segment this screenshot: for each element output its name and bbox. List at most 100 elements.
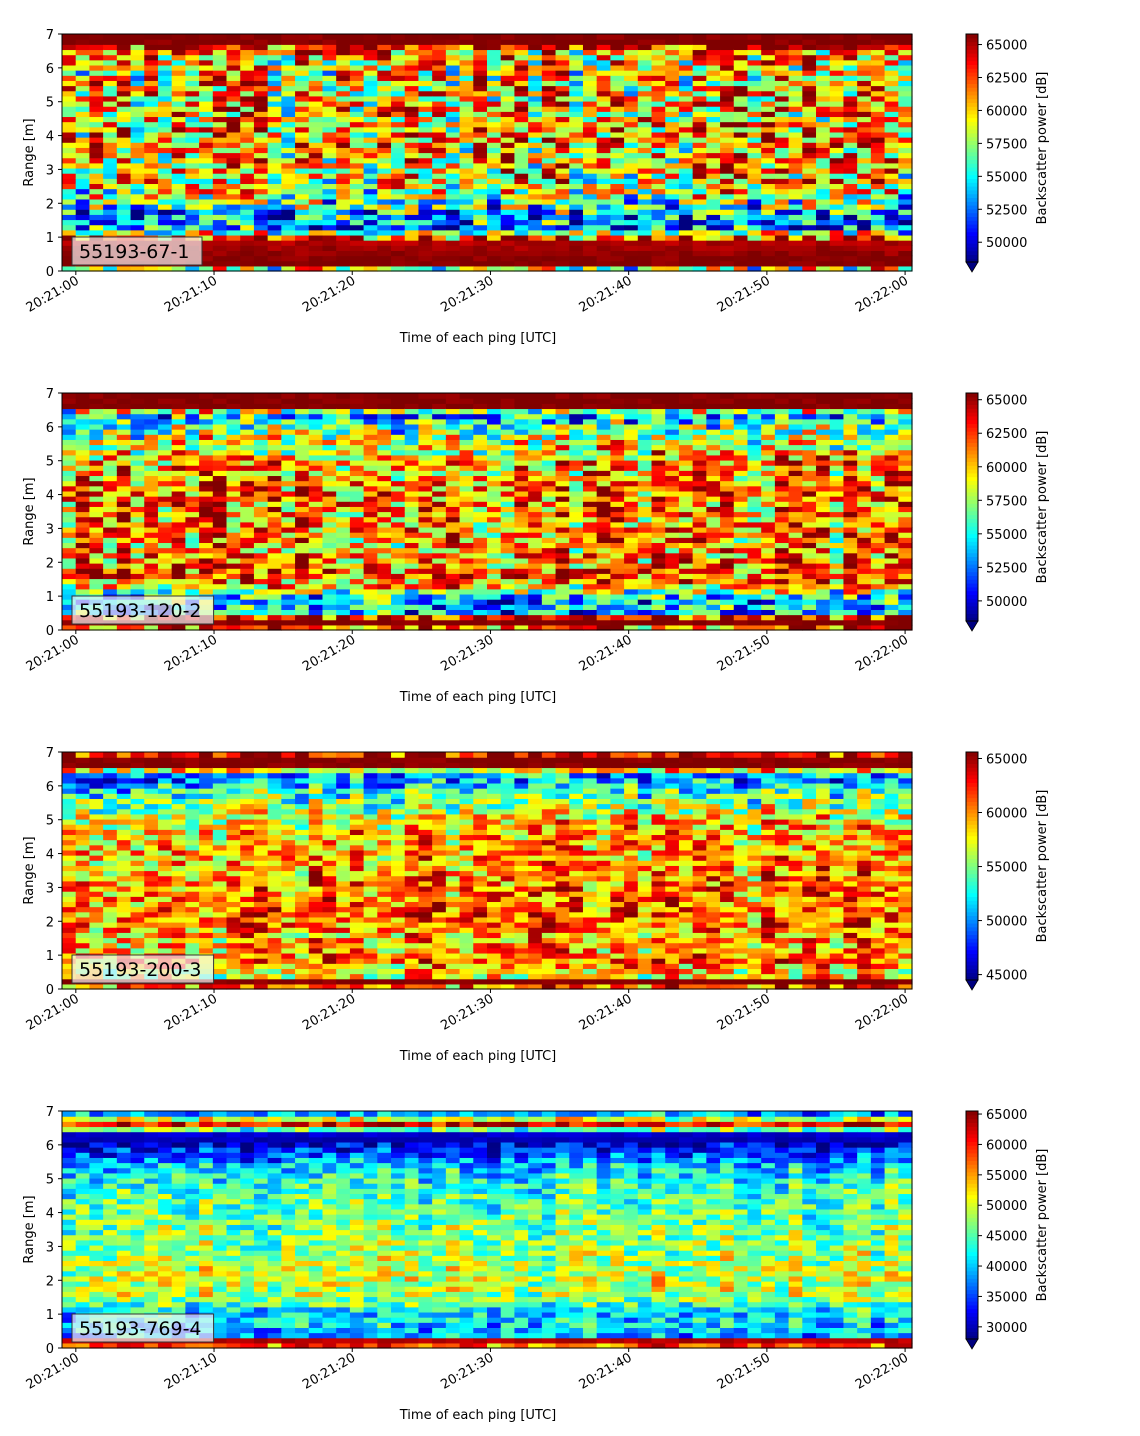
echogram-cell	[144, 131, 159, 138]
echogram-cell	[541, 64, 557, 71]
echogram-cell	[610, 245, 625, 251]
echogram-cell	[226, 557, 241, 564]
echogram-cell	[199, 59, 214, 66]
echogram-cell	[898, 234, 913, 241]
echogram-cell	[541, 234, 557, 241]
echogram-cell	[802, 39, 817, 45]
echogram-cell	[418, 563, 433, 569]
echogram-cell	[404, 131, 420, 138]
echogram-cell	[651, 209, 666, 215]
echogram-cell	[596, 64, 611, 71]
echogram-cell	[75, 521, 91, 528]
echogram-cell	[363, 147, 378, 154]
echogram-cell	[404, 70, 420, 76]
echogram-cell	[788, 162, 803, 169]
echogram-cell	[816, 90, 831, 97]
echogram-cell	[144, 583, 159, 590]
echogram-cell	[541, 434, 557, 440]
echogram-cell	[569, 465, 584, 471]
echogram-cell	[62, 604, 77, 610]
echogram-cell	[363, 496, 378, 502]
echogram-cell	[637, 583, 653, 590]
echogram-cell	[870, 219, 886, 226]
echogram-cell	[445, 578, 461, 585]
echogram-cell	[267, 100, 282, 107]
echogram-cell	[500, 229, 516, 236]
echogram-cell	[322, 90, 337, 97]
echogram-cell	[349, 568, 365, 574]
echogram-cell	[144, 183, 159, 190]
echogram-cell	[624, 599, 639, 605]
echogram-cell	[802, 116, 817, 123]
colorbar-step	[966, 34, 978, 39]
echogram-cell	[487, 250, 502, 257]
echogram-cell	[829, 152, 845, 159]
echogram-cell	[322, 614, 337, 621]
echogram-cell	[281, 147, 296, 154]
echogram-cell	[514, 444, 529, 451]
echogram-cell	[541, 106, 557, 112]
colorbar-step	[966, 235, 978, 240]
echogram-cell	[843, 204, 858, 210]
echogram-cell	[870, 100, 886, 107]
echogram-cell	[391, 255, 406, 262]
echogram-cell	[212, 439, 228, 446]
echogram-cell	[281, 521, 296, 528]
echogram-cell	[843, 44, 858, 51]
echogram-cell	[816, 224, 831, 231]
echogram-cell	[89, 188, 104, 195]
echogram-cell	[761, 64, 776, 71]
echogram-cell	[596, 480, 611, 487]
echogram-cell	[116, 34, 132, 40]
colorbar-step	[966, 72, 978, 77]
echogram-cell	[884, 260, 899, 267]
echogram-cell	[651, 173, 666, 179]
echogram-cell	[336, 449, 351, 456]
echogram-cell	[445, 234, 461, 241]
echogram-cell	[692, 147, 707, 154]
echogram-cell	[267, 619, 282, 626]
echogram-cell	[816, 209, 831, 215]
echogram-cell	[541, 183, 557, 190]
echogram-cell	[500, 142, 516, 148]
echogram-cell	[747, 34, 762, 40]
echogram-cell	[843, 142, 858, 148]
echogram-cell	[404, 444, 420, 451]
echogram-cell	[582, 516, 598, 523]
echogram-cell	[267, 459, 282, 466]
echogram-cell	[582, 245, 598, 251]
echogram-cell	[733, 234, 749, 241]
echogram-cell	[445, 255, 461, 262]
echogram-cell	[610, 578, 625, 585]
echogram-cell	[500, 111, 516, 118]
echogram-cell	[267, 475, 282, 482]
echogram-cell	[281, 624, 296, 631]
echogram-cell	[89, 557, 104, 564]
echogram-cell	[336, 604, 351, 610]
echogram-cell	[212, 34, 228, 40]
echogram-cell	[569, 506, 584, 513]
echogram-cell	[62, 116, 77, 123]
echogram-cell	[253, 224, 269, 231]
echogram-cell	[75, 209, 91, 215]
echogram-cell	[130, 80, 145, 87]
echogram-cell	[377, 573, 392, 580]
echogram-cell	[432, 204, 447, 210]
echogram-cell	[555, 490, 570, 497]
echogram-cell	[898, 214, 913, 221]
echogram-cell	[253, 75, 269, 81]
echogram-cell	[322, 167, 337, 174]
echogram-cell	[610, 573, 625, 580]
echogram-cell	[308, 588, 324, 595]
echogram-cell	[898, 64, 913, 71]
echogram-cell	[62, 573, 77, 580]
echogram-cell	[418, 214, 433, 221]
echogram-cell	[843, 157, 858, 164]
echogram-cell	[322, 557, 337, 564]
echogram-cell	[62, 85, 77, 92]
echogram-cell	[89, 111, 104, 118]
echogram-cell	[637, 90, 653, 97]
echogram-cell	[322, 126, 337, 133]
echogram-cell	[473, 44, 488, 51]
echogram-cell	[582, 90, 598, 97]
